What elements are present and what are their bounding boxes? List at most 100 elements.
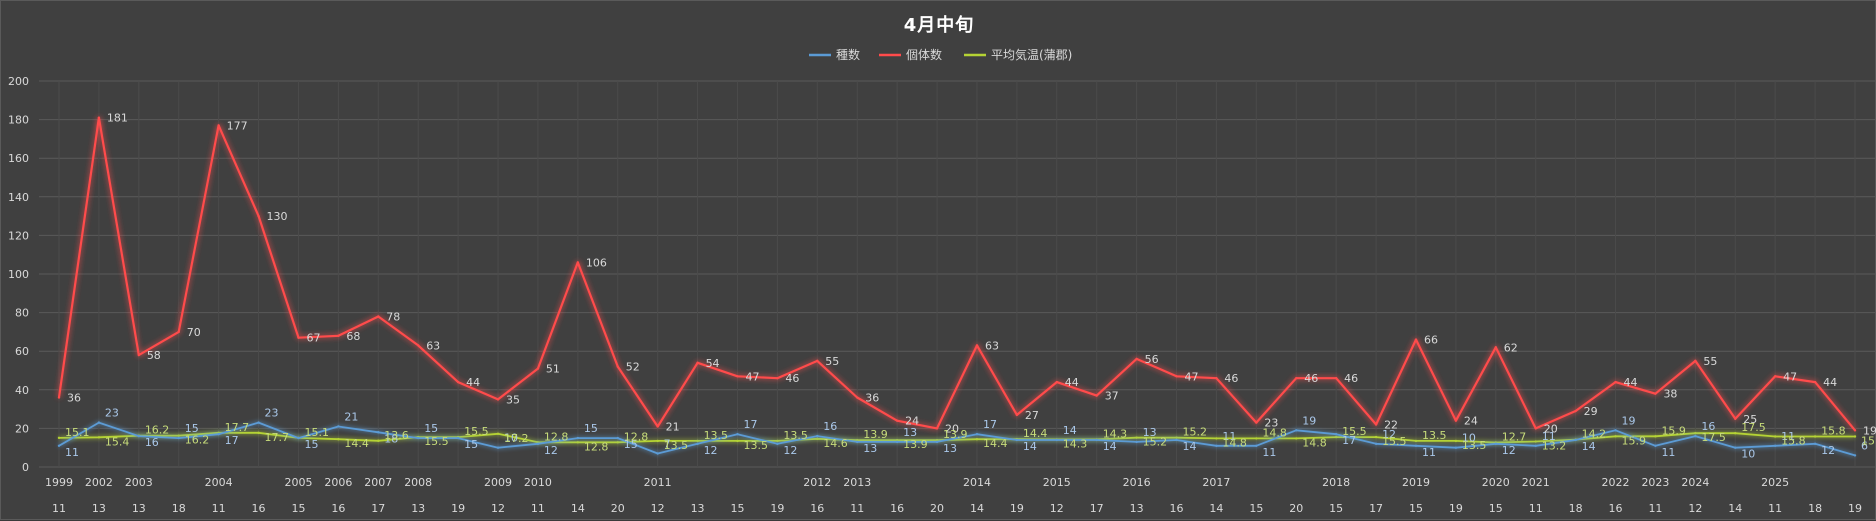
data-point <box>696 439 699 443</box>
data-label: 13 <box>943 442 957 455</box>
data-label: 47 <box>745 370 759 383</box>
y-tick-label: 20 <box>15 422 29 435</box>
data-point <box>1734 417 1737 420</box>
data-point <box>337 334 340 337</box>
data-label: 78 <box>386 310 400 323</box>
data-point <box>1255 437 1258 440</box>
data-label: 16.2 <box>185 434 210 447</box>
data-point <box>656 439 659 443</box>
x-tick-day: 14 <box>970 502 984 515</box>
data-label: 15.4 <box>105 435 129 448</box>
data-label: 13.5 <box>1462 439 1487 452</box>
data-point <box>97 436 101 439</box>
data-point <box>1015 413 1019 417</box>
data-point <box>736 375 739 378</box>
data-point <box>1654 392 1657 395</box>
data-point <box>1215 377 1218 380</box>
data-label: 23 <box>1264 417 1278 430</box>
data-point <box>1773 435 1777 438</box>
data-point <box>1175 438 1178 442</box>
data-label: 14.8 <box>1302 436 1327 449</box>
legend-label: 平均気温(蒲郡) <box>991 47 1072 62</box>
data-label: 47 <box>1783 370 1797 383</box>
data-point <box>1694 432 1697 435</box>
data-point <box>1414 439 1418 443</box>
data-label: 15 <box>304 438 318 451</box>
data-label: 10 <box>1741 448 1755 461</box>
data-point <box>1454 419 1458 422</box>
data-label: 36 <box>865 392 879 405</box>
data-point <box>975 432 979 436</box>
data-point <box>736 432 739 436</box>
data-point <box>1015 438 1019 442</box>
data-point <box>1295 429 1298 432</box>
x-tick-day: 12 <box>651 502 665 515</box>
data-label: 21 <box>344 410 358 423</box>
data-label: 14 <box>1183 440 1197 453</box>
data-label: 12.8 <box>544 430 569 443</box>
data-label: 13 <box>863 442 877 455</box>
data-label: 11 <box>1262 446 1276 459</box>
data-point <box>1773 375 1777 378</box>
data-point <box>576 441 580 444</box>
data-label: 6 <box>1861 439 1868 452</box>
data-label: 14 <box>1582 440 1596 453</box>
data-point <box>496 432 500 436</box>
data-point <box>1135 440 1138 444</box>
data-point <box>1454 439 1458 443</box>
data-point <box>417 344 420 347</box>
data-label: 14.6 <box>823 437 848 450</box>
data-point <box>816 359 819 363</box>
data-label: 17.7 <box>265 431 290 444</box>
data-point <box>656 425 659 428</box>
data-label: 13 <box>1143 426 1157 439</box>
y-axis: 0 20 40 60 80 100 120 140 160 180 200 <box>8 75 29 474</box>
x-tick-day: 15 <box>730 502 744 515</box>
data-point <box>776 377 779 380</box>
data-point <box>496 398 500 401</box>
data-label: 19 <box>1622 414 1636 427</box>
data-label: 66 <box>1424 334 1438 347</box>
x-tick-day: 13 <box>1130 502 1144 515</box>
data-point <box>1494 442 1498 446</box>
x-tick-year: 2019 <box>1402 476 1430 489</box>
data-label: 24 <box>905 415 919 428</box>
y-tick-label: 100 <box>8 268 29 281</box>
x-tick-day: 12 <box>1050 502 1064 515</box>
x-tick-year: 2020 <box>1482 476 1510 489</box>
x-tick-day: 15 <box>1409 502 1423 515</box>
data-point <box>1853 435 1857 438</box>
x-tick-year: 2002 <box>85 476 113 489</box>
data-point <box>217 124 220 127</box>
data-label: 13.9 <box>863 428 888 441</box>
data-label: 15.1 <box>304 426 329 439</box>
data-label: 19 <box>1302 414 1316 427</box>
data-point <box>696 361 699 364</box>
data-label: 16 <box>145 436 159 449</box>
series-line-1 <box>57 116 1856 432</box>
data-point <box>1215 437 1218 440</box>
data-point <box>1813 442 1817 446</box>
data-point <box>177 434 180 437</box>
x-tick-day: 20 <box>611 502 625 515</box>
data-label: 15.8 <box>1861 435 1876 448</box>
data-label: 46 <box>1304 372 1318 385</box>
data-point <box>1494 346 1498 349</box>
data-point <box>1773 444 1777 447</box>
data-label: 16 <box>1701 420 1715 433</box>
data-point <box>1095 438 1098 442</box>
data-point <box>1614 435 1617 438</box>
x-tick-year: 2016 <box>1123 476 1151 489</box>
data-point <box>1574 438 1577 442</box>
data-label: 20 <box>1544 422 1558 435</box>
data-point <box>1135 436 1138 439</box>
data-label: 10 <box>504 432 518 445</box>
data-label: 27 <box>1025 409 1039 422</box>
data-label: 13.9 <box>943 428 968 441</box>
data-label: 177 <box>227 119 248 132</box>
data-point <box>57 436 61 440</box>
data-point <box>1175 436 1178 439</box>
data-point <box>696 442 699 446</box>
data-label: 25 <box>1743 413 1757 426</box>
x-tick-day: 15 <box>1329 502 1343 515</box>
